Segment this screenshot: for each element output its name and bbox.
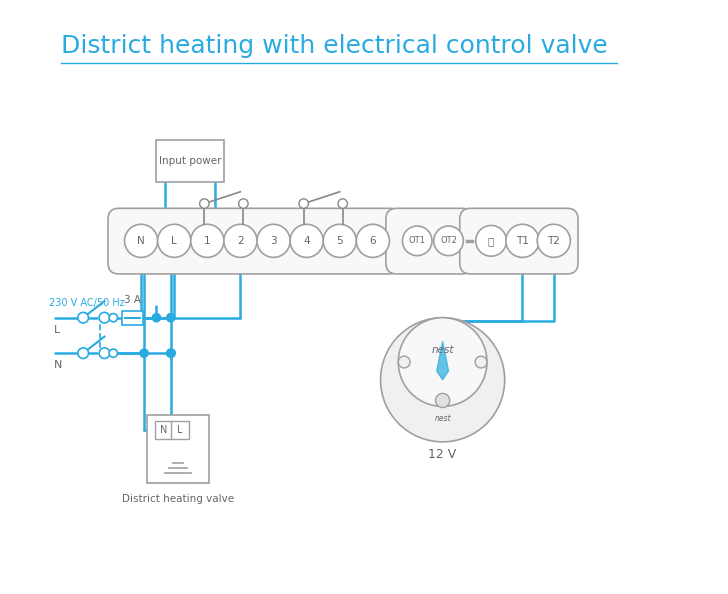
Text: 3 A: 3 A bbox=[124, 295, 141, 305]
FancyBboxPatch shape bbox=[122, 311, 143, 325]
Text: 6: 6 bbox=[370, 236, 376, 246]
FancyBboxPatch shape bbox=[108, 208, 400, 274]
Circle shape bbox=[124, 225, 158, 257]
FancyBboxPatch shape bbox=[386, 208, 472, 274]
Circle shape bbox=[356, 225, 389, 257]
Text: N: N bbox=[137, 236, 145, 246]
FancyBboxPatch shape bbox=[154, 421, 173, 439]
Circle shape bbox=[140, 349, 149, 358]
Circle shape bbox=[381, 318, 505, 442]
Text: 5: 5 bbox=[336, 236, 343, 246]
Text: T1: T1 bbox=[516, 236, 529, 246]
Text: N: N bbox=[160, 425, 167, 435]
Circle shape bbox=[398, 356, 410, 368]
Circle shape bbox=[403, 226, 432, 255]
Circle shape bbox=[199, 199, 209, 208]
Circle shape bbox=[158, 225, 191, 257]
Circle shape bbox=[537, 225, 570, 257]
Text: 12 V: 12 V bbox=[429, 448, 456, 461]
Text: 4: 4 bbox=[304, 236, 310, 246]
Text: District heating valve: District heating valve bbox=[122, 494, 234, 504]
Text: 2: 2 bbox=[237, 236, 244, 246]
FancyBboxPatch shape bbox=[460, 208, 578, 274]
Circle shape bbox=[475, 226, 507, 256]
Circle shape bbox=[434, 226, 463, 255]
FancyBboxPatch shape bbox=[171, 421, 189, 439]
Circle shape bbox=[475, 356, 487, 368]
Text: 3: 3 bbox=[270, 236, 277, 246]
FancyBboxPatch shape bbox=[147, 415, 209, 484]
Circle shape bbox=[224, 225, 257, 257]
Text: T2: T2 bbox=[547, 236, 561, 246]
Text: L: L bbox=[171, 236, 177, 246]
Circle shape bbox=[109, 349, 117, 358]
Circle shape bbox=[299, 199, 309, 208]
Circle shape bbox=[167, 349, 175, 358]
Circle shape bbox=[323, 225, 356, 257]
Circle shape bbox=[78, 312, 89, 323]
Text: N: N bbox=[54, 360, 63, 370]
Text: nest: nest bbox=[435, 413, 451, 423]
Text: L: L bbox=[178, 425, 183, 435]
Circle shape bbox=[257, 225, 290, 257]
Circle shape bbox=[167, 349, 175, 358]
Text: District heating with electrical control valve: District heating with electrical control… bbox=[61, 34, 608, 58]
Polygon shape bbox=[437, 342, 448, 380]
Circle shape bbox=[398, 318, 487, 406]
Circle shape bbox=[239, 199, 248, 208]
Text: ⏚: ⏚ bbox=[488, 236, 494, 246]
Text: OT1: OT1 bbox=[408, 236, 426, 245]
Circle shape bbox=[99, 348, 110, 359]
Circle shape bbox=[338, 199, 347, 208]
Text: nest: nest bbox=[432, 345, 454, 355]
Circle shape bbox=[99, 312, 110, 323]
Circle shape bbox=[191, 225, 224, 257]
Circle shape bbox=[506, 225, 539, 257]
Circle shape bbox=[109, 314, 117, 322]
Circle shape bbox=[167, 314, 175, 322]
Circle shape bbox=[78, 348, 89, 359]
FancyBboxPatch shape bbox=[156, 140, 224, 182]
Text: Input power: Input power bbox=[159, 156, 221, 166]
Circle shape bbox=[152, 314, 161, 322]
Text: 1: 1 bbox=[204, 236, 210, 246]
Text: 230 V AC/50 Hz: 230 V AC/50 Hz bbox=[50, 298, 125, 308]
Circle shape bbox=[435, 393, 450, 407]
Text: L: L bbox=[54, 324, 60, 334]
Circle shape bbox=[290, 225, 323, 257]
Text: OT2: OT2 bbox=[440, 236, 457, 245]
